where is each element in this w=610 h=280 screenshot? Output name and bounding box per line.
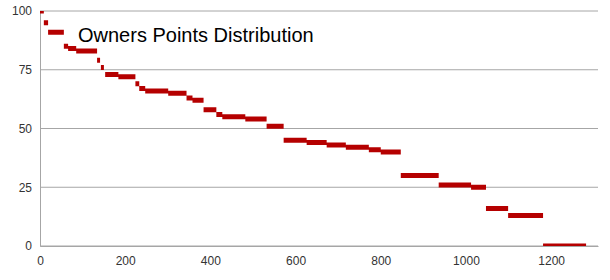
- data-line: [40, 11, 586, 246]
- x-axis-line: [41, 246, 599, 247]
- y-tick: 100: [12, 4, 40, 18]
- y-tick: 75: [19, 63, 40, 77]
- y-tick-label: 25: [19, 181, 33, 195]
- x-tick: 1200: [538, 246, 565, 268]
- grid: [40, 11, 598, 246]
- y-axis: 0 25 50 75 100: [12, 4, 41, 253]
- x-tick: 600: [286, 246, 306, 268]
- x-tick-label: 1000: [453, 254, 480, 268]
- x-tick-label: 600: [286, 254, 306, 268]
- grid-line: [40, 246, 598, 247]
- x-tick-label: 1200: [538, 254, 565, 268]
- y-tick-label: 50: [19, 122, 33, 136]
- x-tick: 200: [116, 246, 136, 268]
- x-tick-label: 200: [116, 254, 136, 268]
- grid-line: [40, 187, 598, 188]
- plot-area: [40, 11, 586, 246]
- y-tick: 0: [25, 239, 40, 253]
- x-tick: 1000: [453, 246, 480, 268]
- y-tick: 50: [19, 122, 40, 136]
- x-tick: 800: [371, 246, 391, 268]
- y-axis-line: [40, 12, 41, 247]
- x-tick: 0: [37, 246, 44, 268]
- grid-line: [40, 11, 598, 12]
- grid-line: [40, 69, 598, 70]
- chart: 0255075100020040060080010001200Owners Po…: [0, 0, 610, 280]
- title: Owners Points Distribution: [78, 24, 314, 46]
- y-tick: 25: [19, 181, 40, 195]
- y-tick-label: 100: [12, 4, 32, 18]
- x-axis: 0 200 400 600 800 1000 1200: [37, 246, 598, 268]
- x-tick-label: 800: [371, 254, 391, 268]
- y-tick-label: 75: [19, 63, 33, 77]
- x-tick-label: 0: [37, 254, 44, 268]
- y-tick-label: 0: [25, 239, 32, 253]
- x-tick-label: 400: [201, 254, 221, 268]
- grid-line: [40, 128, 598, 129]
- x-tick: 400: [201, 246, 221, 268]
